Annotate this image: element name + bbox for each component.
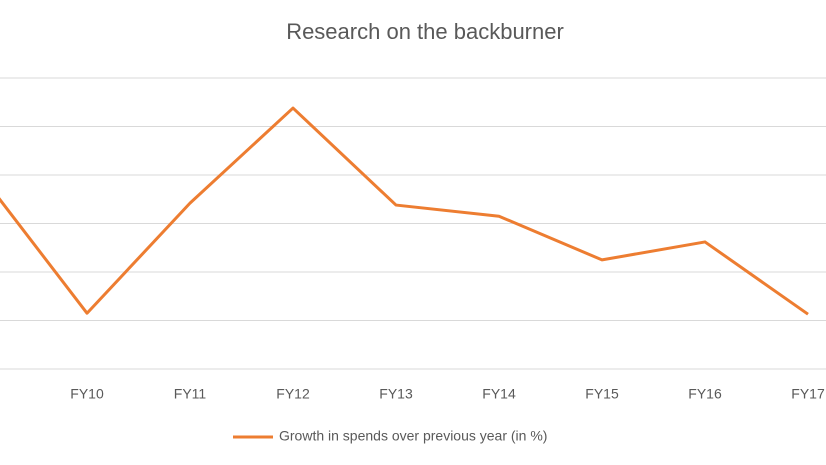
x-tick-label: FY11: [174, 386, 207, 402]
x-tick-label: FY17: [791, 386, 825, 402]
x-tick-label: FY13: [379, 386, 413, 402]
x-tick-label: FY12: [276, 386, 310, 402]
x-tick-label: FY10: [70, 386, 104, 402]
legend-label: Growth in spends over previous year (in …: [279, 428, 547, 444]
x-tick-label: FY14: [482, 386, 516, 402]
x-tick-label: FY16: [688, 386, 722, 402]
x-tick-label: FY15: [585, 386, 619, 402]
chart-title: Research on the backburner: [286, 19, 564, 44]
series-line: [0, 106, 809, 316]
